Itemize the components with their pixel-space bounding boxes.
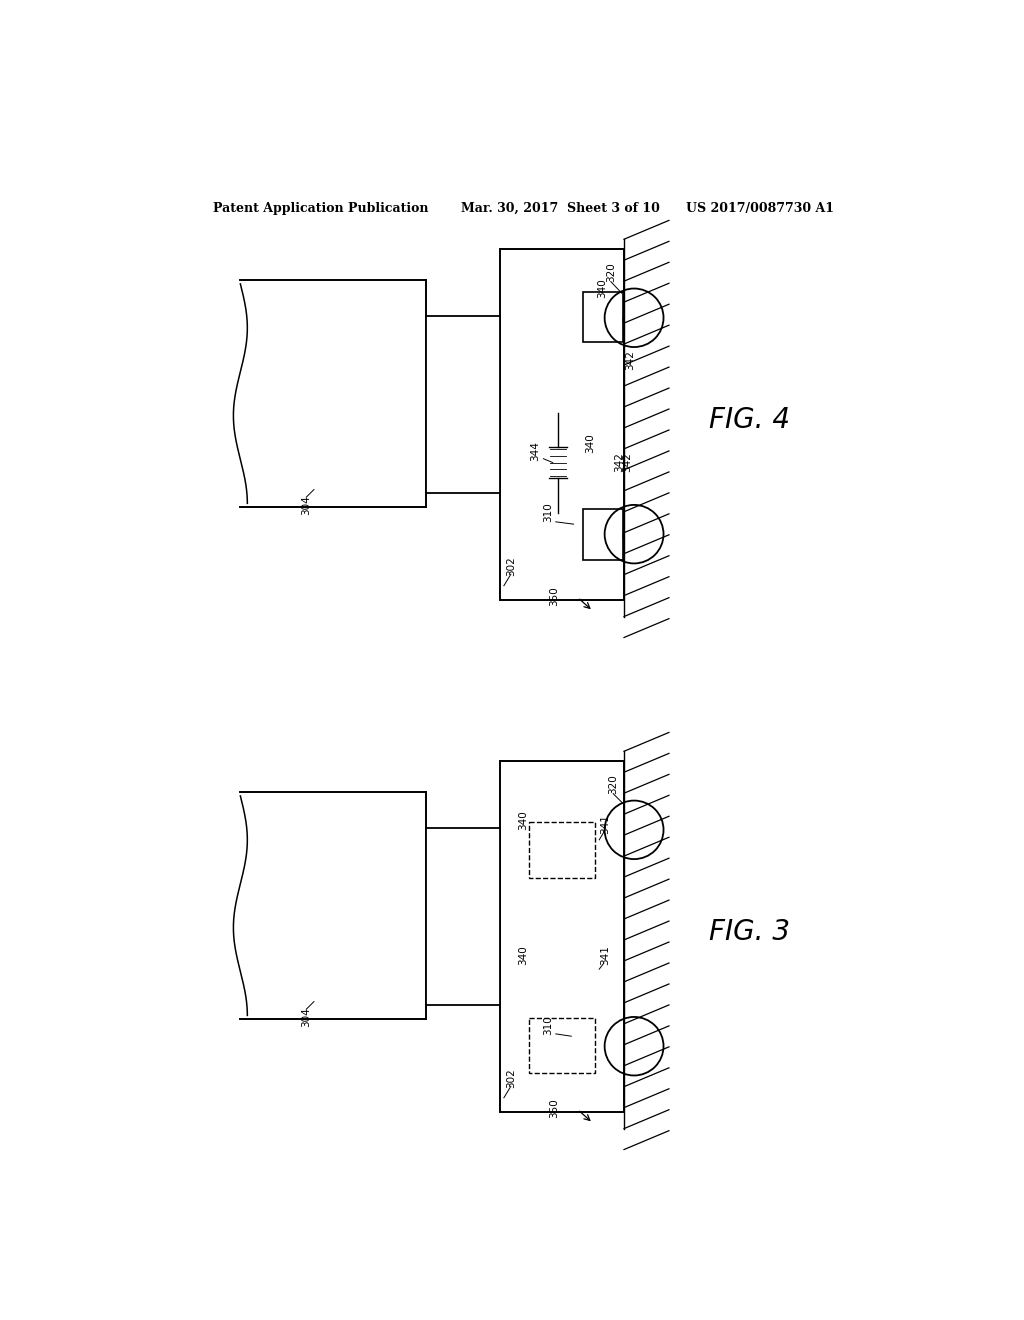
Bar xyxy=(583,508,624,560)
Text: 310: 310 xyxy=(543,503,553,523)
Bar xyxy=(529,1018,595,1073)
Bar xyxy=(426,829,500,1006)
Bar xyxy=(583,292,624,342)
Text: FIG. 3: FIG. 3 xyxy=(710,919,791,946)
Bar xyxy=(500,762,624,1111)
Bar xyxy=(426,317,500,494)
Text: 304: 304 xyxy=(301,495,311,515)
Text: 304: 304 xyxy=(301,1007,311,1027)
Text: 342: 342 xyxy=(626,350,635,370)
Text: 350: 350 xyxy=(549,1098,559,1118)
Text: 342: 342 xyxy=(614,453,625,473)
Text: 342: 342 xyxy=(623,453,632,473)
Text: 341: 341 xyxy=(600,814,610,834)
Text: 341: 341 xyxy=(600,945,610,965)
Text: US 2017/0087730 A1: US 2017/0087730 A1 xyxy=(686,202,834,215)
Text: 340: 340 xyxy=(585,433,595,453)
Text: Mar. 30, 2017  Sheet 3 of 10: Mar. 30, 2017 Sheet 3 of 10 xyxy=(461,202,660,215)
Text: FIG. 4: FIG. 4 xyxy=(710,407,791,434)
Text: 302: 302 xyxy=(506,1069,516,1089)
Text: 320: 320 xyxy=(608,775,618,795)
Text: 310: 310 xyxy=(543,1015,553,1035)
Text: 340: 340 xyxy=(597,279,607,297)
Bar xyxy=(529,822,595,878)
Text: Patent Application Publication: Patent Application Publication xyxy=(213,202,429,215)
Text: 340: 340 xyxy=(518,945,528,965)
Text: 320: 320 xyxy=(606,263,615,282)
Text: 344: 344 xyxy=(529,441,540,461)
Text: 350: 350 xyxy=(549,586,559,606)
Text: 302: 302 xyxy=(506,557,516,577)
Bar xyxy=(500,249,624,599)
Text: 340: 340 xyxy=(518,810,528,830)
